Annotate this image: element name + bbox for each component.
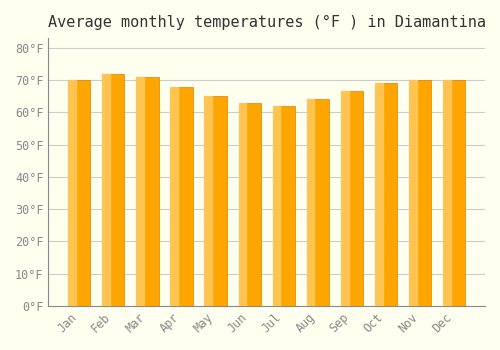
Bar bbox=[306, 99, 314, 306]
Bar bbox=[341, 91, 348, 306]
Bar bbox=[204, 96, 212, 306]
Title: Average monthly temperatures (°F ) in Diamantina: Average monthly temperatures (°F ) in Di… bbox=[48, 15, 486, 30]
Bar bbox=[443, 80, 451, 306]
Bar bbox=[68, 80, 90, 306]
Bar bbox=[272, 106, 295, 306]
Bar bbox=[68, 80, 76, 306]
Bar bbox=[170, 86, 178, 306]
Bar bbox=[238, 103, 260, 306]
Bar bbox=[272, 106, 280, 306]
Bar bbox=[136, 77, 144, 306]
Bar bbox=[238, 103, 246, 306]
Bar bbox=[375, 83, 397, 306]
Bar bbox=[204, 96, 227, 306]
Bar bbox=[443, 80, 465, 306]
Bar bbox=[136, 77, 158, 306]
Bar bbox=[409, 80, 416, 306]
Bar bbox=[102, 74, 124, 306]
Bar bbox=[375, 83, 382, 306]
Bar bbox=[306, 99, 329, 306]
Bar bbox=[341, 91, 363, 306]
Bar bbox=[409, 80, 431, 306]
Bar bbox=[170, 86, 192, 306]
Bar bbox=[102, 74, 110, 306]
